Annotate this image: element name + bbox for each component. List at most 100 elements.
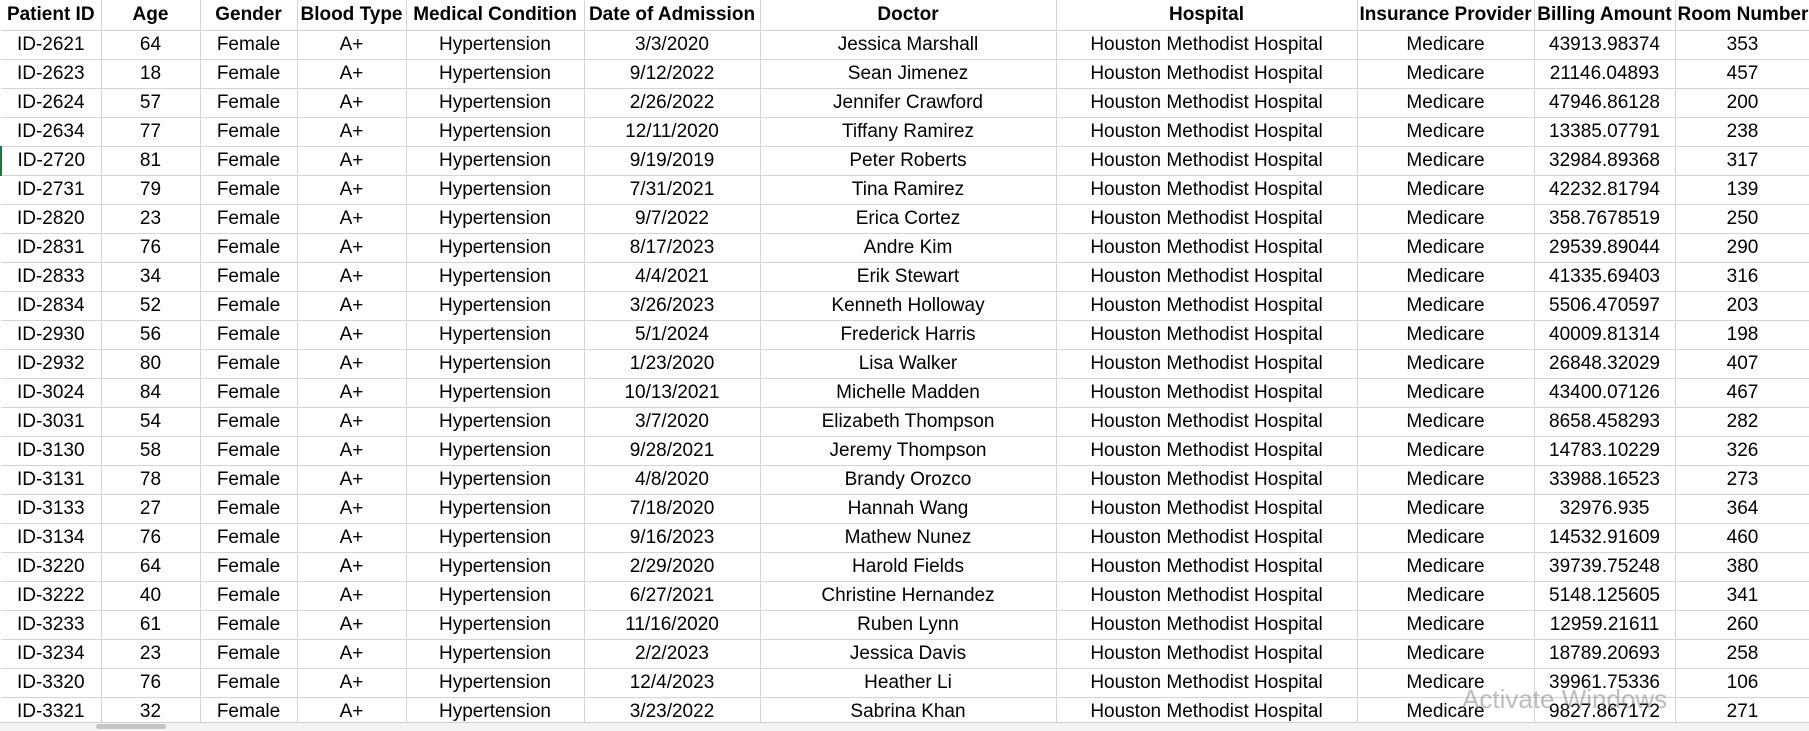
table-cell[interactable]: Hypertension	[406, 320, 585, 350]
table-cell[interactable]: 76	[101, 233, 201, 263]
table-cell[interactable]: Peter Roberts	[760, 146, 1057, 176]
table-cell[interactable]: Medicare	[1357, 59, 1535, 89]
table-cell[interactable]: ID-3220	[1, 552, 102, 582]
table-cell[interactable]: 364	[1675, 494, 1809, 524]
table-cell[interactable]: ID-3131	[1, 465, 102, 495]
table-cell[interactable]: Frederick Harris	[760, 320, 1057, 350]
table-cell[interactable]: 1/23/2020	[584, 349, 761, 379]
table-cell[interactable]: Ruben Lynn	[760, 610, 1057, 640]
table-cell[interactable]: Hypertension	[406, 175, 585, 205]
table-cell[interactable]: 238	[1675, 117, 1809, 147]
table-cell[interactable]: 353	[1675, 30, 1809, 60]
table-cell[interactable]: 4/8/2020	[584, 465, 761, 495]
table-cell[interactable]: 43400.07126	[1534, 378, 1676, 408]
table-cell[interactable]: Tina Ramirez	[760, 175, 1057, 205]
table-cell[interactable]: Erica Cortez	[760, 204, 1057, 234]
table-cell[interactable]: 81	[101, 146, 201, 176]
table-cell[interactable]: A+	[297, 668, 407, 698]
table-cell[interactable]: Female	[200, 175, 298, 205]
table-cell[interactable]: 41335.69403	[1534, 262, 1676, 292]
table-cell[interactable]: Erik Stewart	[760, 262, 1057, 292]
table-cell[interactable]: Female	[200, 610, 298, 640]
table-cell[interactable]: 198	[1675, 320, 1809, 350]
table-cell[interactable]: A+	[297, 523, 407, 553]
table-cell[interactable]: Houston Methodist Hospital	[1056, 204, 1358, 234]
table-cell[interactable]: 14783.10229	[1534, 436, 1676, 466]
table-cell[interactable]: Houston Methodist Hospital	[1056, 233, 1358, 263]
table-cell[interactable]: 57	[101, 88, 201, 118]
table-cell[interactable]: Medicare	[1357, 436, 1535, 466]
table-cell[interactable]: Jennifer Crawford	[760, 88, 1057, 118]
table-cell[interactable]: A+	[297, 378, 407, 408]
table-cell[interactable]: A+	[297, 204, 407, 234]
table-cell[interactable]: Hypertension	[406, 88, 585, 118]
table-cell[interactable]: Medicare	[1357, 494, 1535, 524]
table-cell[interactable]: Hypertension	[406, 117, 585, 147]
scrollbar-thumb[interactable]	[96, 724, 166, 729]
column-header[interactable]: Room Number	[1675, 0, 1809, 31]
table-cell[interactable]: Houston Methodist Hospital	[1056, 465, 1358, 495]
table-cell[interactable]: 3/26/2023	[584, 291, 761, 321]
table-cell[interactable]: 29539.89044	[1534, 233, 1676, 263]
table-cell[interactable]: A+	[297, 407, 407, 437]
table-cell[interactable]: Christine Hernandez	[760, 581, 1057, 611]
table-cell[interactable]: 5506.470597	[1534, 291, 1676, 321]
table-cell[interactable]: 12959.21611	[1534, 610, 1676, 640]
table-cell[interactable]: 14532.91609	[1534, 523, 1676, 553]
column-header[interactable]: Doctor	[760, 0, 1057, 31]
table-cell[interactable]: 58	[101, 436, 201, 466]
table-cell[interactable]: Female	[200, 523, 298, 553]
table-cell[interactable]: Medicare	[1357, 117, 1535, 147]
table-cell[interactable]: 9/12/2022	[584, 59, 761, 89]
table-cell[interactable]: Houston Methodist Hospital	[1056, 436, 1358, 466]
table-cell[interactable]: 64	[101, 552, 201, 582]
table-cell[interactable]: Female	[200, 581, 298, 611]
table-cell[interactable]: Hypertension	[406, 552, 585, 582]
table-cell[interactable]: 64	[101, 30, 201, 60]
table-cell[interactable]: 9/28/2021	[584, 436, 761, 466]
table-cell[interactable]: Lisa Walker	[760, 349, 1057, 379]
table-cell[interactable]: 290	[1675, 233, 1809, 263]
table-cell[interactable]: Hypertension	[406, 668, 585, 698]
table-cell[interactable]: Medicare	[1357, 552, 1535, 582]
table-cell[interactable]: Hypertension	[406, 378, 585, 408]
table-cell[interactable]: Medicare	[1357, 581, 1535, 611]
table-cell[interactable]: Elizabeth Thompson	[760, 407, 1057, 437]
table-cell[interactable]: Medicare	[1357, 262, 1535, 292]
table-cell[interactable]: ID-3024	[1, 378, 102, 408]
table-cell[interactable]: Hypertension	[406, 465, 585, 495]
table-cell[interactable]: Michelle Madden	[760, 378, 1057, 408]
table-cell[interactable]: Medicare	[1357, 320, 1535, 350]
table-cell[interactable]: 21146.04893	[1534, 59, 1676, 89]
table-cell[interactable]: Medicare	[1357, 291, 1535, 321]
table-cell[interactable]: Medicare	[1357, 349, 1535, 379]
table-cell[interactable]: Houston Methodist Hospital	[1056, 117, 1358, 147]
table-cell[interactable]: Hypertension	[406, 233, 585, 263]
table-cell[interactable]: 467	[1675, 378, 1809, 408]
table-cell[interactable]: ID-2932	[1, 349, 102, 379]
table-cell[interactable]: 13385.07791	[1534, 117, 1676, 147]
table-cell[interactable]: ID-2731	[1, 175, 102, 205]
table-cell[interactable]: A+	[297, 581, 407, 611]
table-cell[interactable]: 250	[1675, 204, 1809, 234]
table-cell[interactable]: Medicare	[1357, 407, 1535, 437]
table-cell[interactable]: Hypertension	[406, 204, 585, 234]
table-cell[interactable]: 12/11/2020	[584, 117, 761, 147]
column-header[interactable]: Date of Admission	[584, 0, 761, 31]
table-cell[interactable]: Houston Methodist Hospital	[1056, 59, 1358, 89]
table-cell[interactable]: 39961.75336	[1534, 668, 1676, 698]
table-cell[interactable]: Jeremy Thompson	[760, 436, 1057, 466]
table-cell[interactable]: 33988.16523	[1534, 465, 1676, 495]
table-cell[interactable]: Female	[200, 291, 298, 321]
table-cell[interactable]: Medicare	[1357, 233, 1535, 263]
table-cell[interactable]: Houston Methodist Hospital	[1056, 407, 1358, 437]
table-cell[interactable]: Heather Li	[760, 668, 1057, 698]
table-cell[interactable]: Medicare	[1357, 30, 1535, 60]
table-cell[interactable]: 11/16/2020	[584, 610, 761, 640]
table-cell[interactable]: 54	[101, 407, 201, 437]
table-cell[interactable]: Medicare	[1357, 146, 1535, 176]
table-cell[interactable]: Female	[200, 407, 298, 437]
table-cell[interactable]: 40009.81314	[1534, 320, 1676, 350]
table-cell[interactable]: Houston Methodist Hospital	[1056, 291, 1358, 321]
table-cell[interactable]: Female	[200, 320, 298, 350]
